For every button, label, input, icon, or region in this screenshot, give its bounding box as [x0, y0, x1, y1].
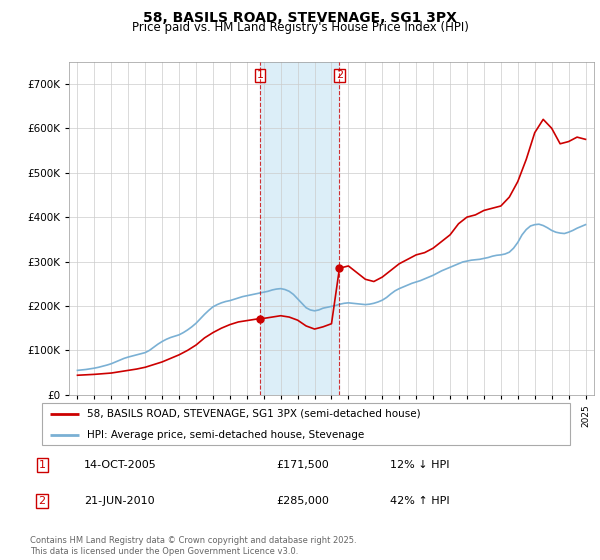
Text: 12% ↓ HPI: 12% ↓ HPI [390, 460, 449, 470]
Text: £285,000: £285,000 [276, 496, 329, 506]
Text: 1: 1 [38, 460, 46, 470]
Text: Contains HM Land Registry data © Crown copyright and database right 2025.
This d: Contains HM Land Registry data © Crown c… [30, 536, 356, 556]
FancyBboxPatch shape [42, 403, 570, 445]
Text: Price paid vs. HM Land Registry's House Price Index (HPI): Price paid vs. HM Land Registry's House … [131, 21, 469, 34]
Text: 21-JUN-2010: 21-JUN-2010 [84, 496, 155, 506]
Text: £171,500: £171,500 [276, 460, 329, 470]
Text: 58, BASILS ROAD, STEVENAGE, SG1 3PX: 58, BASILS ROAD, STEVENAGE, SG1 3PX [143, 11, 457, 25]
Text: 58, BASILS ROAD, STEVENAGE, SG1 3PX (semi-detached house): 58, BASILS ROAD, STEVENAGE, SG1 3PX (sem… [87, 409, 421, 419]
Text: 2: 2 [38, 496, 46, 506]
Text: 14-OCT-2005: 14-OCT-2005 [84, 460, 157, 470]
Text: HPI: Average price, semi-detached house, Stevenage: HPI: Average price, semi-detached house,… [87, 430, 364, 440]
Text: 42% ↑ HPI: 42% ↑ HPI [390, 496, 449, 506]
Text: 1: 1 [257, 71, 264, 81]
Text: 2: 2 [336, 71, 343, 81]
Bar [260, 62, 340, 395]
